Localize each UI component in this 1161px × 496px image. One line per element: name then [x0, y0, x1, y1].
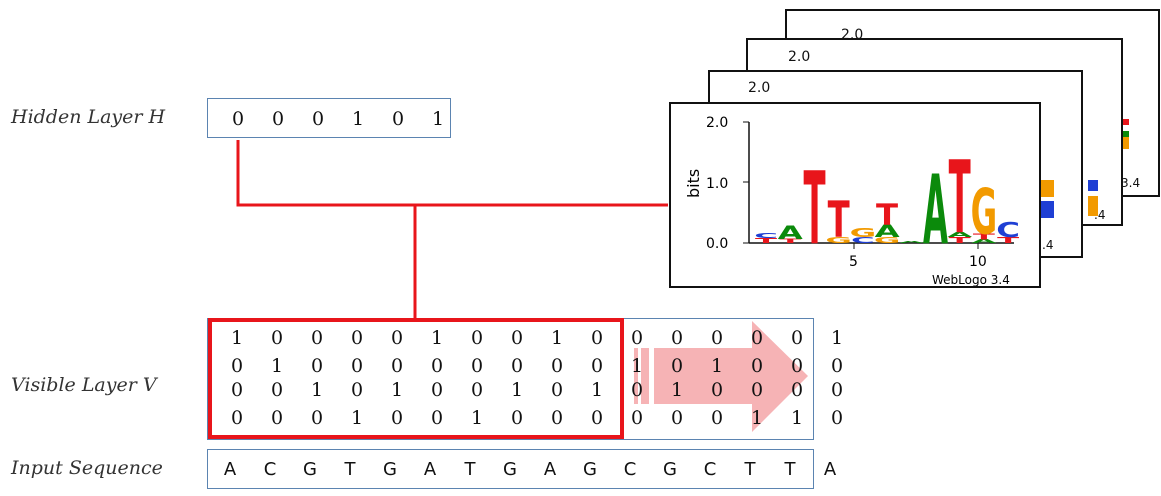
visible-unit: 0	[657, 329, 697, 348]
sequence-logo: 2.0 1.0 0.0 bits 5 10 WebLogo 3.4 TCTATG…	[669, 102, 1041, 288]
logo-card-back-2-letters	[1088, 180, 1098, 216]
visible-unit: 0	[777, 357, 817, 376]
visible-unit: 0	[817, 381, 857, 400]
visible-unit: 0	[657, 357, 697, 376]
nucleotide: A	[810, 460, 850, 479]
visible-unit: 0	[737, 329, 777, 348]
logo-stacks: TCTA T GT CGGATA A TAT ATG TC	[754, 141, 1020, 268]
visible-unit: 0	[737, 381, 777, 400]
visible-unit: 0	[777, 329, 817, 348]
visible-unit: 1	[817, 329, 857, 348]
motif-window-highlight	[208, 318, 624, 439]
visible-unit: 0	[817, 357, 857, 376]
visible-unit: 1	[657, 381, 697, 400]
logo-letter-t: T	[876, 198, 898, 232]
visible-unit: 0	[817, 409, 857, 428]
logo-card-back-2-ytick: 2.0	[788, 49, 810, 65]
logo-caption: WebLogo 3.4	[932, 273, 1010, 286]
logo-card-back-3-caption: 3.4	[1121, 176, 1140, 190]
logo-letter-t: T	[828, 191, 850, 249]
visible-unit: 0	[737, 357, 777, 376]
logo-card-back-1-letters	[1040, 180, 1054, 218]
nucleotide: A	[210, 460, 250, 479]
nucleotide: T	[450, 460, 490, 479]
input-sequence-letters: A C G T G A T G A G C G C T T A	[210, 460, 850, 479]
logo-letter-g: G	[971, 176, 998, 249]
logo-letter-t: T	[949, 141, 971, 257]
nucleotide: G	[650, 460, 690, 479]
logo-letter-a: A	[899, 241, 924, 244]
visible-unit: 1	[697, 357, 737, 376]
nucleotide: G	[570, 460, 610, 479]
visible-unit: 1	[737, 409, 777, 428]
logo-letter-t: T	[803, 152, 825, 268]
logo-letter-a: A	[923, 155, 948, 266]
logo-xtick-5: 5	[849, 254, 858, 270]
nucleotide: G	[490, 460, 530, 479]
nucleotide: G	[370, 460, 410, 479]
logo-xtick-10: 10	[969, 254, 987, 270]
nucleotide: C	[690, 460, 730, 479]
visible-unit: 0	[697, 381, 737, 400]
visible-unit: 0	[777, 381, 817, 400]
nucleotide: T	[730, 460, 770, 479]
logo-ytick-2: 2.0	[706, 115, 728, 131]
visible-unit: 1	[777, 409, 817, 428]
logo-card-back-1-caption: .4	[1042, 238, 1053, 252]
visible-unit: 0	[697, 409, 737, 428]
nucleotide: C	[610, 460, 650, 479]
logo-letter-g: G	[850, 225, 877, 240]
visible-unit: 0	[697, 329, 737, 348]
logo-letter-c: C	[754, 232, 778, 240]
nucleotide: T	[330, 460, 370, 479]
nucleotide: G	[290, 460, 330, 479]
logo-letter-c: C	[996, 219, 1020, 243]
nucleotide: A	[530, 460, 570, 479]
logo-ytick-0: 0.0	[706, 236, 728, 252]
nucleotide: A	[410, 460, 450, 479]
visible-unit: 0	[657, 409, 697, 428]
nucleotide: T	[770, 460, 810, 479]
logo-card-back-3-letters	[1123, 119, 1129, 149]
logo-ylabel: bits	[684, 169, 703, 198]
logo-letter-a: A	[778, 223, 804, 244]
logo-card-back-1-ytick: 2.0	[748, 80, 770, 96]
logo-ytick-1: 1.0	[706, 176, 728, 192]
nucleotide: C	[250, 460, 290, 479]
